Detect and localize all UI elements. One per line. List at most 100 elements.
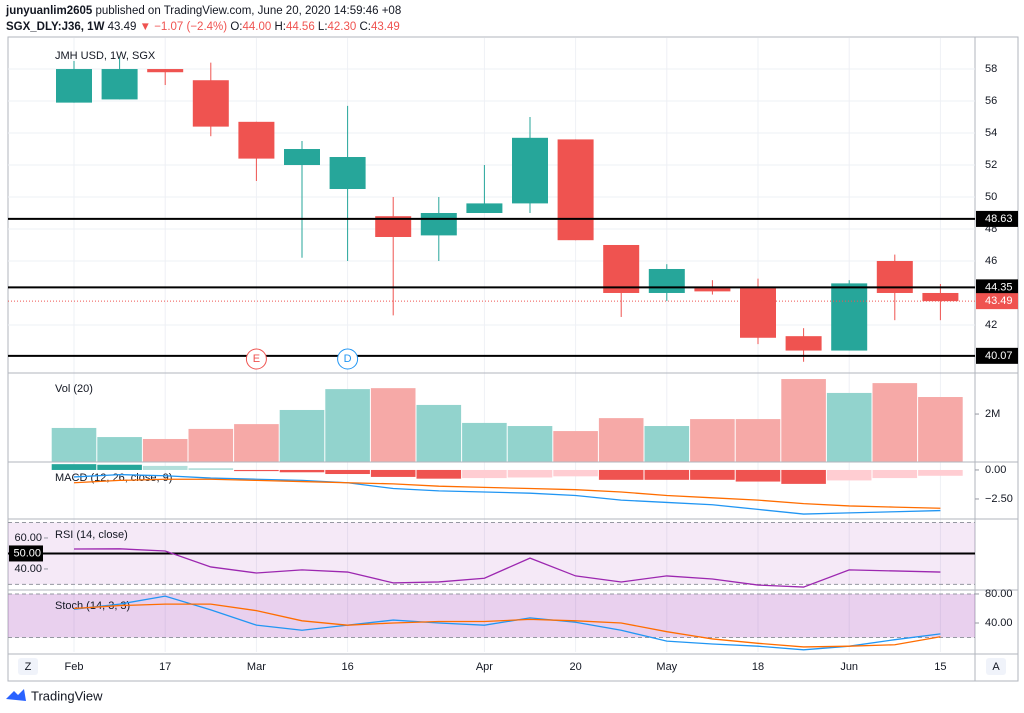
event-marker-label: D xyxy=(344,353,352,365)
ohlc-label: C: xyxy=(360,21,372,33)
candle-body xyxy=(56,69,92,103)
histogram-bar xyxy=(507,469,553,478)
band-fill xyxy=(8,593,975,638)
candle-body xyxy=(557,139,594,241)
volume-bar xyxy=(781,379,826,462)
histogram-bar xyxy=(279,469,325,473)
x-tick-label: May xyxy=(656,661,677,673)
symbol-line: SGX_DLY:J36, 1W 43.49 ▼ −1.07 (−2.4%) O:… xyxy=(6,21,400,33)
x-tick-label: 15 xyxy=(934,661,946,673)
histogram-bar xyxy=(781,469,826,484)
pane-title: RSI (14, close) xyxy=(55,529,128,541)
volume-bar xyxy=(97,437,142,462)
y-tick-label: 54 xyxy=(985,127,997,139)
volume-bar xyxy=(553,431,598,462)
event-marker xyxy=(337,348,359,370)
x-tick-label: 17 xyxy=(159,661,171,673)
y-tick-label: −2.50 xyxy=(985,493,1013,505)
series-line xyxy=(73,595,941,651)
price-label: 44.35 xyxy=(985,281,1013,293)
price-label-box xyxy=(976,210,1018,227)
volume-bar xyxy=(507,426,553,462)
price-label-box xyxy=(9,545,43,562)
histogram-bar xyxy=(51,464,97,470)
histogram-bar xyxy=(644,469,690,480)
volume-bar xyxy=(826,392,872,462)
price-label-box xyxy=(976,347,1018,364)
candle-body xyxy=(147,69,184,73)
histogram-bar xyxy=(462,469,507,479)
logo xyxy=(6,689,26,701)
histogram-bar xyxy=(234,469,279,472)
histogram-bar xyxy=(918,469,963,476)
y-tick-label: 46 xyxy=(985,255,997,267)
y-tick-label: 56 xyxy=(985,95,997,107)
ohlc-value: 42.30 xyxy=(328,21,357,33)
candle-body xyxy=(922,292,959,302)
volume-bar xyxy=(735,419,781,462)
histogram-bar xyxy=(188,468,234,470)
event-marker xyxy=(245,348,267,370)
price-label: 43.49 xyxy=(985,295,1013,307)
ohlc-label: O: xyxy=(230,21,242,33)
x-tick-label: 16 xyxy=(341,661,353,673)
ohlc-label: H: xyxy=(274,21,286,33)
histogram-bar xyxy=(142,465,188,470)
volume-bar xyxy=(918,397,963,462)
y-tick-label: 58 xyxy=(985,63,997,75)
button[interactable] xyxy=(986,658,1006,675)
brand: TradingView xyxy=(31,688,103,703)
histogram-bar xyxy=(690,469,735,480)
histogram-bar xyxy=(598,469,644,480)
y-tick-label: 40.00 xyxy=(14,563,42,575)
button[interactable] xyxy=(18,658,38,675)
event-marker-label: E xyxy=(253,353,260,365)
volume-bar xyxy=(872,383,918,462)
candle-body xyxy=(420,212,457,236)
volume-bar xyxy=(279,409,325,462)
y-tick-label: 0.00 xyxy=(985,464,1006,476)
y-tick-label: 80.00 xyxy=(985,588,1013,600)
histogram-bar xyxy=(370,469,416,477)
series-line xyxy=(73,603,941,648)
pane-title: Vol (20) xyxy=(55,383,93,395)
candle-body xyxy=(329,157,366,190)
pane-title: Stoch (14, 3, 3) xyxy=(55,600,130,612)
price-label: 50.00 xyxy=(13,547,41,559)
volume-bar xyxy=(644,426,690,462)
volume-bar xyxy=(690,419,735,462)
ohlc-value: 44.00 xyxy=(242,21,271,33)
header-line: junyuanlim2605 published on TradingView.… xyxy=(5,5,401,17)
price-label: 40.07 xyxy=(985,350,1013,362)
series-line xyxy=(73,548,941,588)
histogram-bar xyxy=(325,469,370,475)
volume-bar xyxy=(370,388,416,462)
y-tick-label: 42 xyxy=(985,319,997,331)
button-label[interactable]: A xyxy=(992,661,1000,673)
y-tick-label: 40.00 xyxy=(985,617,1013,629)
x-tick-label: 20 xyxy=(569,661,581,673)
ohlc-value: 43.49 xyxy=(371,21,400,33)
candle-body xyxy=(466,203,503,213)
volume-bar xyxy=(325,389,370,462)
button-label[interactable]: Z xyxy=(25,661,32,673)
last: 43.49 xyxy=(108,21,137,33)
candle-body xyxy=(512,137,548,204)
x-tick-label: Jun xyxy=(840,661,858,673)
series-line xyxy=(73,478,941,509)
candle-body xyxy=(284,149,320,166)
volume-bar xyxy=(142,438,188,462)
histogram-bar xyxy=(826,469,872,481)
histogram-bar xyxy=(416,469,462,479)
x-tick-label: Apr xyxy=(476,661,493,673)
x-tick-label: Feb xyxy=(65,661,84,673)
candle-body xyxy=(648,268,685,293)
volume-bar xyxy=(51,427,97,462)
candle-body xyxy=(694,288,731,292)
y-tick-label: 60.00 xyxy=(14,532,42,544)
y-tick-label: 2M xyxy=(985,408,1000,420)
price-label-box xyxy=(976,293,1018,310)
candle-body xyxy=(603,244,640,293)
candle-body xyxy=(238,121,275,159)
